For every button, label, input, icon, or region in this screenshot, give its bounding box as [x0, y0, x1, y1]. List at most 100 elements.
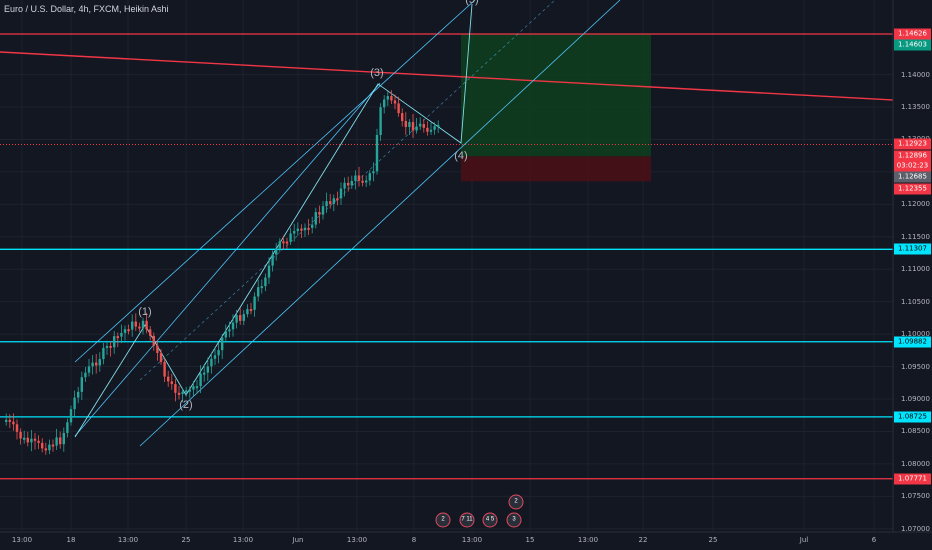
candle — [59, 437, 62, 445]
candle — [69, 409, 73, 423]
channel-upper-left — [74, 82, 381, 437]
candle — [102, 347, 105, 360]
level-price-badge: 1.12923 — [894, 138, 931, 150]
candle — [426, 127, 429, 132]
candle — [411, 122, 415, 131]
candle — [314, 212, 317, 225]
elliott-wave-path — [74, 3, 473, 438]
time-tick-label: 13:00 — [461, 536, 483, 544]
candle — [386, 96, 389, 100]
candle — [303, 227, 307, 231]
candle — [429, 129, 433, 132]
candle — [199, 373, 202, 387]
candle — [289, 233, 292, 242]
candle — [192, 386, 195, 390]
candle — [275, 248, 278, 255]
candle — [91, 362, 94, 367]
candle — [300, 228, 303, 231]
candle — [116, 336, 119, 339]
candle — [307, 227, 310, 230]
time-tick-label: 6 — [871, 536, 877, 544]
time-axis[interactable]: 13:00 18 13:00 25 13:00 Jun 13:00 8 13:00 15 13:00… — [0, 532, 893, 550]
candle — [354, 175, 357, 181]
time-tick-label: 15 — [525, 536, 535, 544]
wave-label[interactable]: (1) — [138, 306, 152, 318]
candle — [393, 100, 397, 104]
candle — [235, 315, 238, 323]
wave-label[interactable]: (5) — [465, 0, 479, 6]
candle — [30, 438, 33, 443]
price-tick-label: 1.10000 — [901, 330, 930, 339]
candle — [15, 424, 19, 432]
trendlines — [0, 0, 894, 447]
candle — [44, 448, 47, 451]
target-zone — [461, 33, 651, 157]
candle — [95, 362, 98, 366]
time-tick-label: 25 — [708, 536, 718, 544]
level-price-badge: 1.09882 — [894, 336, 931, 348]
wave-label[interactable]: (3) — [370, 67, 384, 79]
position-zones — [461, 33, 651, 182]
price-tick-label: 1.10500 — [901, 297, 930, 306]
price-badge: 1.12896 — [894, 150, 931, 162]
candle — [131, 321, 134, 330]
candle — [401, 113, 404, 121]
wave-label[interactable]: (4) — [454, 150, 468, 162]
economic-event-marker[interactable]: 7 11 — [459, 512, 475, 528]
candle — [419, 124, 422, 127]
time-tick-label: 13:00 — [117, 536, 139, 544]
candle — [318, 212, 321, 215]
candle — [325, 201, 328, 207]
candle — [149, 329, 152, 336]
time-tick-label: Jun — [292, 536, 304, 544]
descending-trendline — [0, 51, 894, 101]
candle — [433, 126, 436, 130]
time-tick-label: 13:00 — [577, 536, 599, 544]
candle — [408, 122, 411, 127]
economic-event-marker[interactable]: 2 — [435, 512, 451, 528]
candle — [239, 315, 242, 321]
candle — [195, 386, 199, 389]
candle — [5, 419, 8, 422]
candle — [55, 437, 58, 446]
price-tick-label: 1.07000 — [901, 524, 930, 533]
candle — [163, 361, 166, 377]
candle — [167, 376, 170, 382]
candle — [152, 335, 155, 346]
candle — [141, 320, 145, 329]
candle — [109, 345, 112, 348]
economic-event-marker[interactable]: 2 — [508, 494, 524, 510]
wave-label[interactable]: (2) — [179, 399, 193, 411]
candle — [361, 180, 364, 183]
grid — [0, 0, 893, 532]
candle — [210, 358, 213, 367]
candle — [203, 372, 206, 375]
candle — [217, 350, 220, 356]
candle — [253, 296, 256, 310]
channel-lower — [139, 0, 621, 447]
price-axis[interactable]: 1.07000 1.07500 1.08000 1.08500 1.09000 1.095… — [893, 0, 932, 533]
candle — [336, 198, 339, 201]
candle — [98, 359, 101, 366]
candle — [12, 421, 15, 425]
candle — [390, 96, 393, 101]
economic-event-marker[interactable]: 3 — [506, 512, 522, 528]
candle — [343, 182, 346, 189]
candle — [249, 309, 253, 312]
candle — [113, 336, 116, 348]
candle — [156, 345, 159, 353]
time-tick-label: Jul — [799, 536, 809, 544]
candle — [422, 124, 425, 128]
candle — [206, 366, 209, 373]
price-badge: 03:02:23 — [894, 160, 931, 172]
time-tick-label: 13:00 — [232, 536, 254, 544]
economic-event-marker[interactable]: 4 5 — [482, 512, 498, 528]
level-price-badge: 1.08725 — [894, 411, 931, 423]
candle — [347, 182, 350, 186]
candle — [339, 188, 343, 199]
candle — [231, 322, 235, 330]
price-tick-label: 1.12000 — [901, 200, 930, 209]
candle — [368, 173, 371, 181]
candles — [5, 90, 440, 455]
